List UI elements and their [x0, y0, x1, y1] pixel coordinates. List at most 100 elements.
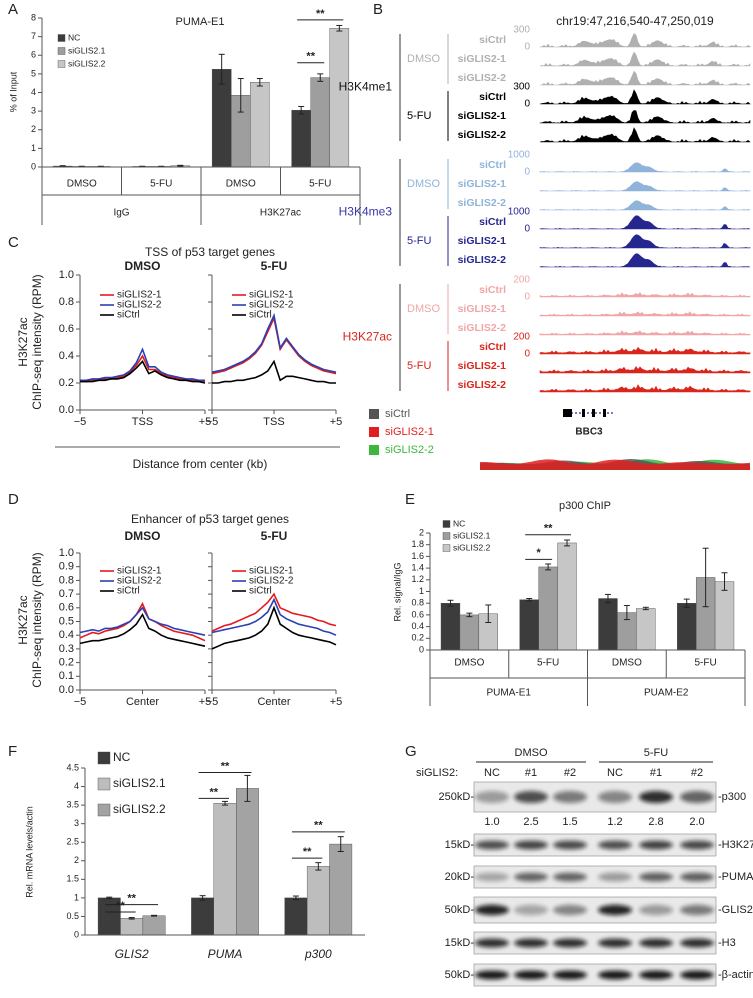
blot-band [680, 872, 714, 882]
y-tick-label: 5 [31, 68, 36, 78]
band-quantification: 2.0 [689, 816, 704, 828]
error-bar [59, 165, 66, 167]
gene-exon [592, 409, 595, 417]
blot-band [514, 872, 548, 882]
x-tick-label: DMSO [226, 179, 256, 190]
legend-label: siCtrl [249, 586, 272, 597]
blot-band [639, 904, 673, 916]
signal-track [539, 110, 751, 124]
x-tick-label: DMSO [612, 658, 642, 669]
error-bar [337, 836, 344, 852]
signal-track [539, 253, 751, 268]
blot-band [475, 791, 509, 803]
marker-label: 50kD- [445, 969, 475, 981]
significance-label: ** [544, 523, 553, 535]
y-tick-label: 0.7 [59, 588, 74, 600]
blot-band [475, 938, 509, 948]
marker-label: 250kD- [439, 791, 475, 803]
y-tick-label: 1.2 [411, 574, 424, 584]
track-name: siGLIS2-1 [458, 53, 507, 65]
line-series [211, 312, 337, 373]
condition-name: DMSO [407, 303, 440, 315]
signal-track [539, 89, 751, 105]
legend-label: siGLIS2-1 [249, 290, 294, 301]
x-tick-label: p300 [304, 947, 332, 961]
subplot-title: DMSO [125, 259, 161, 273]
y-axis-label: ChIP-seq intensity (RPM) [30, 274, 44, 409]
protein-label: -GLIS2 [718, 904, 753, 916]
signal-track [539, 51, 751, 67]
y-tick-label: 0.2 [411, 633, 424, 643]
y-tick-label: 0.6 [59, 602, 74, 614]
blot-band [680, 970, 714, 980]
signal-track [539, 346, 751, 355]
blot-band [553, 970, 587, 980]
error-bar [336, 24, 343, 32]
group-label: PUAM-E2 [644, 688, 689, 699]
error-bar [604, 593, 611, 604]
y-tick-label: 0.2 [59, 377, 74, 389]
error-bar [177, 164, 184, 167]
blot-band [553, 791, 587, 803]
track-name: siGLIS2-2 [458, 129, 507, 141]
band-quantification: 1.5 [562, 816, 577, 828]
signal-track [539, 366, 751, 374]
legend-swatch [442, 532, 451, 540]
track-name: siCtrl [479, 91, 506, 103]
legend-label: siCtrl [249, 310, 272, 321]
protein-label: -PUMA [718, 871, 753, 883]
track-name: siGLIS2-1 [458, 303, 507, 315]
blot-band [639, 938, 673, 948]
y-tick-label: 0.4 [59, 629, 74, 641]
x-tick-label: TSS [132, 416, 153, 428]
y-tick-label: 0.9 [59, 561, 74, 573]
x-tick-label: 5-FU [537, 658, 559, 669]
blot-band [639, 840, 673, 850]
y-tick-label: 1 [31, 143, 36, 153]
significance-label: ** [314, 820, 323, 832]
track-name: siCtrl [479, 216, 506, 228]
bar [306, 866, 330, 936]
significance-label: ** [316, 8, 325, 20]
y-tick-label: 0.5 [59, 615, 74, 627]
y-tick-label: 0.1 [59, 670, 74, 682]
y-tick-label: 0.3 [59, 643, 74, 655]
error-bar [642, 606, 649, 611]
blot-background [473, 781, 717, 813]
y-tick-label: 1.6 [411, 551, 424, 561]
blot-band [475, 872, 509, 882]
x-tick-label: +5 [199, 416, 212, 428]
y-tick-label: 0.0 [59, 404, 74, 416]
blot-band [475, 840, 509, 850]
signal-track [539, 384, 751, 393]
range-max: 1000 [508, 150, 531, 161]
error-bar [623, 605, 630, 621]
range-max: 200 [513, 332, 530, 343]
subplot-title: 5-FU [261, 259, 288, 273]
line-series [211, 605, 337, 650]
panel-label: D [8, 491, 19, 508]
bar [142, 915, 166, 936]
range-max: 300 [513, 25, 530, 36]
subplot-title: DMSO [125, 529, 161, 543]
bar [329, 28, 350, 168]
y-tick-label: 1.0 [59, 269, 74, 281]
y-tick-label: 8 [31, 12, 36, 22]
y-tick-label: 1.4 [411, 562, 424, 572]
condition-label: 5-FU [644, 747, 669, 759]
condition-name: DMSO [407, 53, 440, 65]
band-quantification: 1.0 [484, 816, 499, 828]
y-tick-label: 2 [419, 527, 424, 537]
line-series [79, 601, 206, 642]
blot-background [473, 931, 717, 955]
significance-label: * [537, 547, 542, 559]
error-bar [292, 895, 299, 901]
x-tick-label: −5 [206, 696, 219, 708]
lane-label: NC [484, 767, 500, 779]
error-bar [222, 800, 228, 806]
gene-exon [563, 409, 572, 417]
error-bar [244, 774, 251, 802]
signal-track [539, 330, 751, 336]
blot-background [473, 963, 717, 987]
